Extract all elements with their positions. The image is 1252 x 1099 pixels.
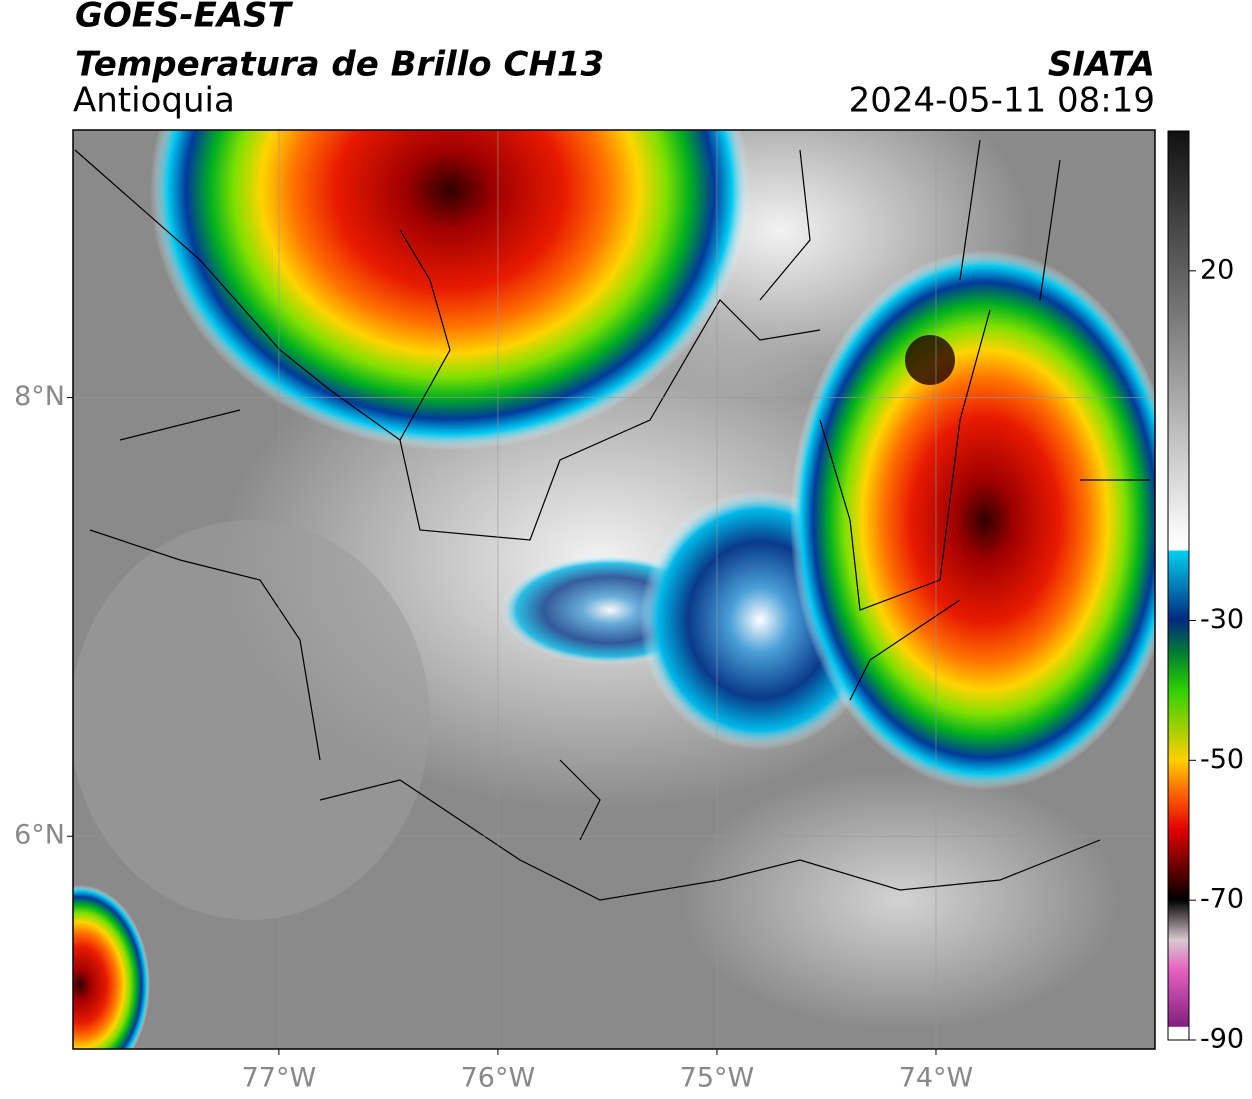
x-tick-label: 76°W [461, 1063, 536, 1094]
y-tick-label: 8°N [14, 381, 65, 412]
region: Antioquia [73, 81, 235, 121]
grid [73, 130, 1155, 1049]
colorbar-tick-label: -90 [1200, 1024, 1244, 1055]
colorbar-tick-label: -30 [1200, 604, 1244, 635]
datetime: 2024-05-11 08:19 [849, 81, 1155, 121]
satellite-image [73, 130, 1155, 1049]
x-tick-label: 77°W [242, 1063, 317, 1094]
y-tick-label: 6°N [14, 820, 65, 851]
borders [74, 139, 1150, 901]
x-tick-label: 75°W [680, 1063, 755, 1094]
x-tick-label: 74°W [899, 1063, 974, 1094]
colorbar-tick-label: -70 [1200, 884, 1244, 915]
subtitle: Temperatura de Brillo CH13 [75, 45, 604, 85]
plot-frame [72, 129, 1156, 1050]
source: SIATA [1048, 45, 1155, 85]
colorbar-tick-label: -50 [1200, 744, 1244, 775]
colorbar [1167, 130, 1190, 1041]
colorbar-tick-label: 20 [1200, 254, 1234, 285]
title: GOES-EAST [75, 0, 294, 36]
